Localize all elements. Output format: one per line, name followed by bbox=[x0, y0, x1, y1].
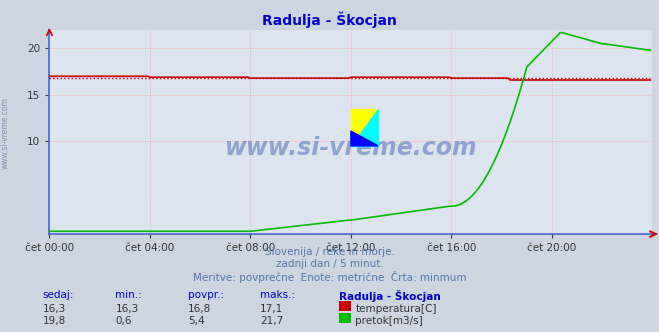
Text: zadnji dan / 5 minut.: zadnji dan / 5 minut. bbox=[275, 259, 384, 269]
Text: www.si-vreme.com: www.si-vreme.com bbox=[225, 136, 477, 160]
Text: 16,8: 16,8 bbox=[188, 304, 211, 314]
Text: Radulja - Škocjan: Radulja - Škocjan bbox=[339, 290, 441, 302]
Text: 0,6: 0,6 bbox=[115, 316, 132, 326]
Text: temperatura[C]: temperatura[C] bbox=[355, 304, 437, 314]
Text: pretok[m3/s]: pretok[m3/s] bbox=[355, 316, 423, 326]
Text: 19,8: 19,8 bbox=[43, 316, 66, 326]
Text: www.si-vreme.com: www.si-vreme.com bbox=[1, 97, 10, 169]
Text: povpr.:: povpr.: bbox=[188, 290, 224, 300]
Text: maks.:: maks.: bbox=[260, 290, 295, 300]
Text: 5,4: 5,4 bbox=[188, 316, 204, 326]
Text: 16,3: 16,3 bbox=[115, 304, 138, 314]
Text: Slovenija / reke in morje.: Slovenija / reke in morje. bbox=[264, 247, 395, 257]
Polygon shape bbox=[351, 109, 378, 146]
Text: Meritve: povprečne  Enote: metrične  Črta: minmum: Meritve: povprečne Enote: metrične Črta:… bbox=[192, 271, 467, 283]
Text: 21,7: 21,7 bbox=[260, 316, 283, 326]
Text: sedaj:: sedaj: bbox=[43, 290, 74, 300]
Text: min.:: min.: bbox=[115, 290, 142, 300]
Polygon shape bbox=[351, 131, 378, 146]
Text: Radulja - Škocjan: Radulja - Škocjan bbox=[262, 12, 397, 28]
Text: 17,1: 17,1 bbox=[260, 304, 283, 314]
Polygon shape bbox=[351, 109, 378, 146]
Text: 16,3: 16,3 bbox=[43, 304, 66, 314]
